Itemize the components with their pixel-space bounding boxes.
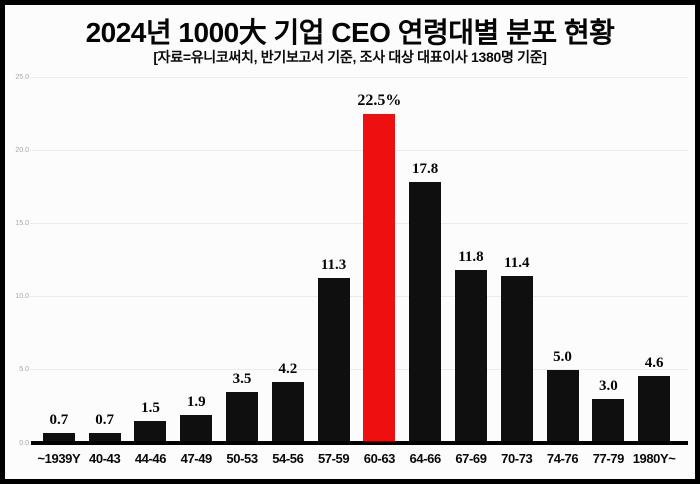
- bar-value-label: 3.0: [598, 378, 618, 394]
- x-axis-category-label: 44-46: [134, 451, 167, 466]
- x-axis-category-label: 67-69: [455, 451, 487, 466]
- y-axis-tick-label: 5.0: [19, 366, 29, 374]
- bar-value-label: 4.6: [644, 355, 664, 371]
- y-axis-tick-label: 0.0: [19, 439, 29, 447]
- y-axis-tick-label: 20.0: [15, 146, 29, 154]
- bar-value-label: 22.5%: [357, 92, 402, 109]
- y-axis-tick-label: 10.0: [15, 293, 29, 301]
- gridline: [30, 222, 688, 224]
- x-axis-category-label: 70-73: [501, 451, 533, 466]
- bar: [271, 382, 304, 443]
- x-axis-category-label: 1980Y~: [632, 451, 676, 466]
- gridline: [30, 149, 688, 151]
- y-axis-tick-label: 25.0: [15, 73, 29, 81]
- bar-value-label: 0.7: [49, 412, 69, 428]
- bar: [42, 433, 75, 443]
- bar: [226, 392, 259, 443]
- bar-value-label: 17.8: [412, 161, 439, 177]
- x-axis-category-label: 60-63: [363, 451, 396, 466]
- x-axis-category-label: 40-43: [89, 451, 121, 466]
- plot-area: 0.0 5.0 10.0 15.0 20.0 25.0 0.7 ~1939Y 0.7 40-43 1…: [5, 5, 695, 479]
- bar-value-label: 5.0: [553, 349, 572, 365]
- bar-value-label: 4.2: [278, 361, 298, 377]
- bar: [180, 415, 213, 443]
- x-axis-category-label: ~1939Y: [37, 451, 81, 466]
- bar: [500, 276, 533, 443]
- x-axis-category-label: 54-56: [272, 451, 304, 466]
- bar-value-label: 3.5: [232, 371, 252, 387]
- bar-value-label: 1.9: [186, 394, 206, 410]
- x-axis-category-label: 57-59: [317, 451, 350, 466]
- x-axis-line: [31, 441, 688, 445]
- bar: [546, 370, 579, 443]
- bar: [454, 270, 487, 443]
- bar: [409, 182, 442, 443]
- bar-value-label: 11.4: [504, 255, 530, 271]
- x-axis-category-label: 74-76: [546, 451, 579, 466]
- gridline: [30, 296, 688, 298]
- bar-value-label: 11.3: [320, 257, 347, 273]
- x-axis-category-label: 77-79: [592, 451, 625, 466]
- chart-subtitle: [자료=유니코써치, 반기보고서 기준, 조사 대상 대표이사 1380명 기준…: [153, 49, 547, 65]
- chart-title: 2024년 1000大 기업 CEO 연령대별 분포 현황: [85, 17, 615, 48]
- bar-value-label: 1.5: [141, 400, 160, 416]
- bar-highlighted: [363, 114, 396, 443]
- bar: [592, 399, 625, 443]
- gridline: [30, 76, 688, 78]
- bar: [134, 421, 167, 443]
- gridline: [30, 369, 688, 371]
- x-axis-category-label: 64-66: [409, 451, 442, 466]
- y-axis-tick-label: 15.0: [15, 219, 29, 227]
- x-axis-category-label: 50-53: [226, 451, 258, 466]
- x-axis-category-label: 47-49: [180, 451, 213, 466]
- bar-value-label: 11.8: [458, 249, 484, 265]
- bar: [317, 278, 350, 443]
- bar: [638, 376, 671, 443]
- bar-value-label: 0.7: [95, 412, 115, 428]
- bar: [88, 433, 121, 443]
